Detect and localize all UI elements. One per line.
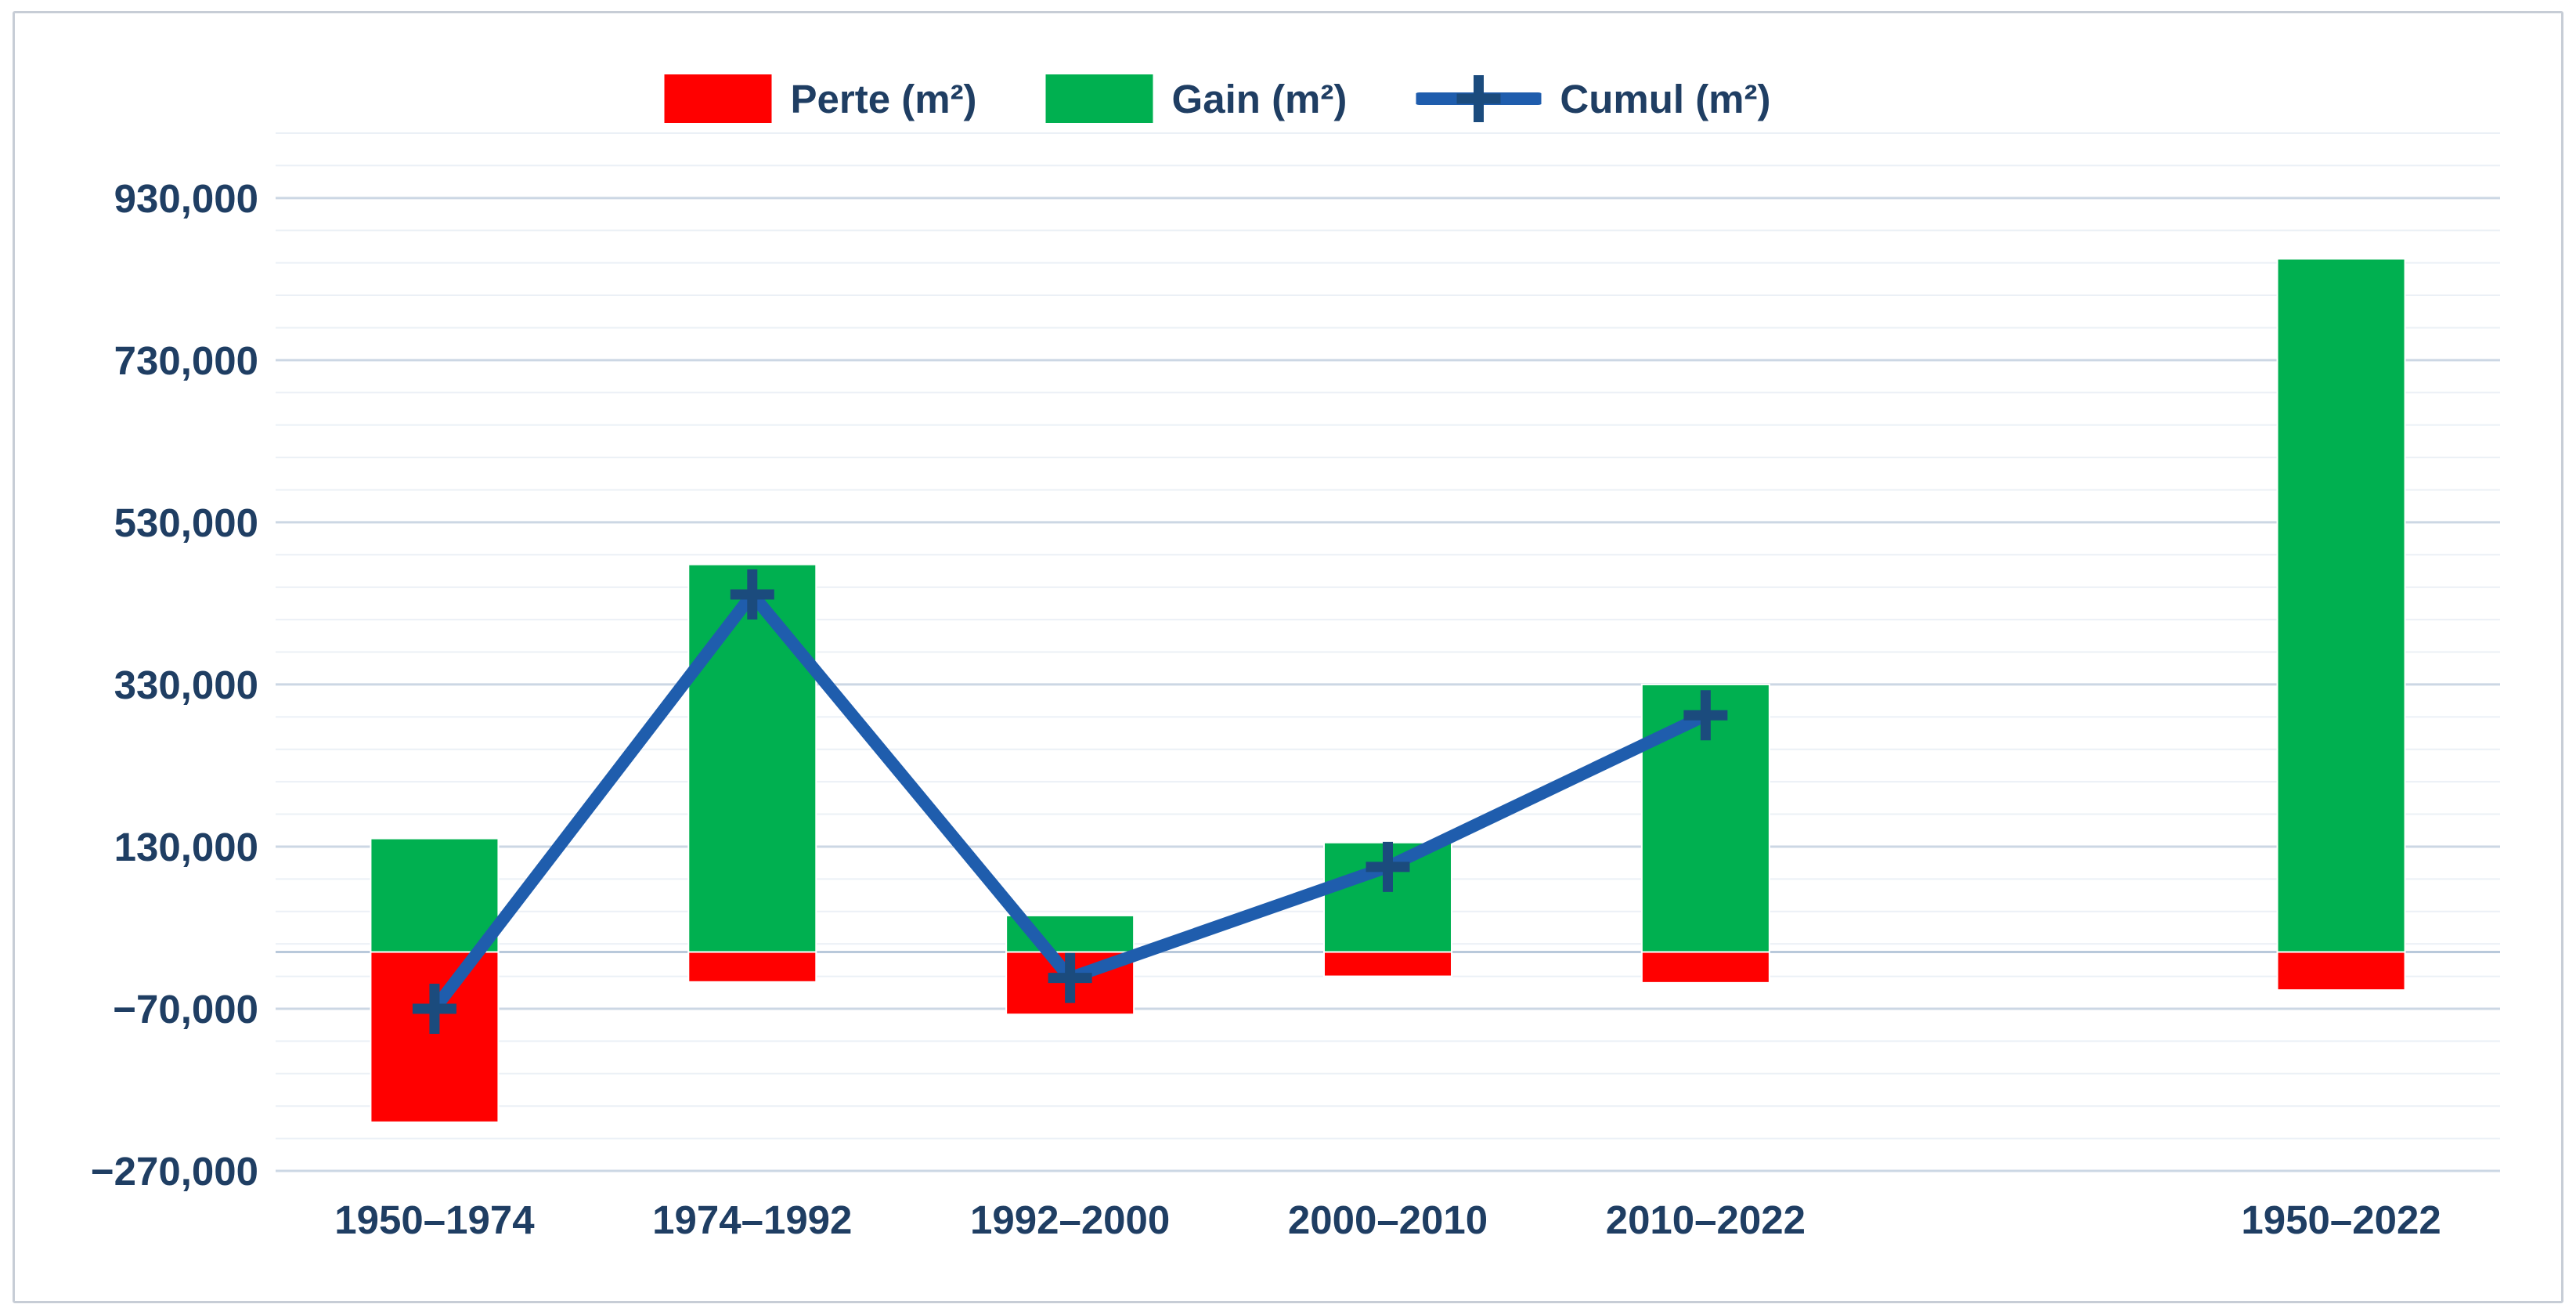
y-tick-label: 730,000 bbox=[114, 338, 258, 383]
y-tick-label: 130,000 bbox=[114, 825, 258, 869]
cumul-marker-plus[interactable] bbox=[1048, 952, 1092, 1003]
gain-bar[interactable] bbox=[2276, 258, 2406, 953]
x-tick-label: 1992–2000 bbox=[970, 1198, 1170, 1242]
y-tick-label: 930,000 bbox=[114, 176, 258, 221]
x-tick-label: 2010–2022 bbox=[1606, 1198, 1806, 1242]
x-tick-label: 2000–2010 bbox=[1288, 1198, 1488, 1242]
legend-label-cumul: Cumul (m²) bbox=[1560, 76, 1771, 121]
gain-bar[interactable] bbox=[370, 837, 500, 953]
cumul-marker-plus[interactable] bbox=[730, 569, 774, 620]
gain-bar[interactable] bbox=[687, 563, 817, 953]
cumul-line-icon bbox=[1416, 75, 1542, 122]
legend: Perte (m²) Gain (m²) Cumul (m²) bbox=[664, 69, 1771, 128]
legend-item-cumul[interactable]: Cumul (m²) bbox=[1416, 69, 1771, 128]
perte-bar[interactable] bbox=[370, 951, 500, 1123]
legend-label-gain: Gain (m²) bbox=[1171, 76, 1348, 121]
cumul-marker-plus[interactable] bbox=[1366, 841, 1410, 892]
x-tick-label: 1950–2022 bbox=[2241, 1198, 2441, 1242]
cumul-marker-plus[interactable] bbox=[1683, 690, 1728, 741]
x-tick-label: 1950–1974 bbox=[334, 1198, 535, 1242]
legend-label-perte: Perte (m²) bbox=[790, 76, 977, 121]
perte-bar[interactable] bbox=[687, 951, 817, 983]
cumul-marker-plus[interactable] bbox=[412, 983, 456, 1034]
y-tick-label: −270,000 bbox=[91, 1149, 258, 1194]
y-tick-label: −70,000 bbox=[113, 987, 258, 1031]
perte-bar[interactable] bbox=[2276, 951, 2406, 992]
legend-item-perte[interactable]: Perte (m²) bbox=[664, 74, 977, 123]
y-tick-label: 530,000 bbox=[114, 500, 258, 545]
gain-swatch-icon bbox=[1045, 74, 1153, 123]
legend-item-gain[interactable]: Gain (m²) bbox=[1045, 74, 1348, 123]
perte-bar[interactable] bbox=[1640, 951, 1770, 984]
perte-swatch-icon bbox=[664, 74, 772, 123]
y-tick-label: 330,000 bbox=[114, 663, 258, 707]
perte-bar[interactable] bbox=[1323, 951, 1452, 977]
x-tick-label: 1974–1992 bbox=[652, 1198, 852, 1242]
